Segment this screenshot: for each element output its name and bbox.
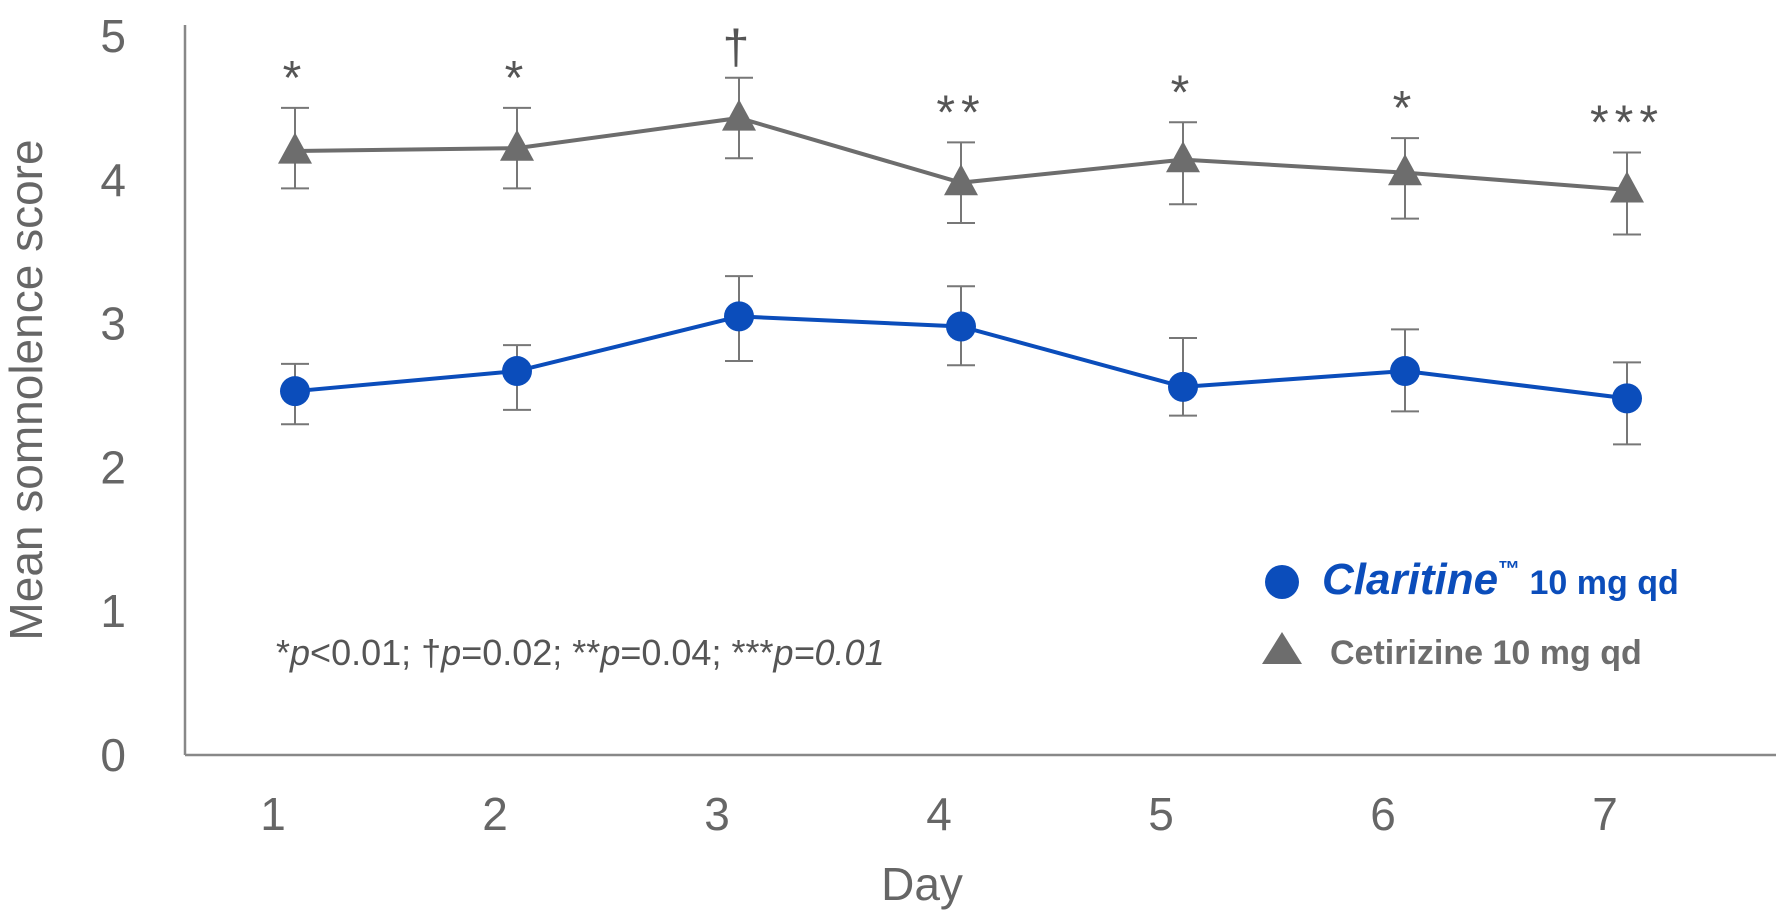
- x-tick-label: 6: [1370, 788, 1396, 840]
- y-axis-title: Mean somnolence score: [0, 139, 52, 640]
- footnote-part: <0.01;: [310, 632, 421, 673]
- legend-marker-triangle: [1262, 632, 1302, 664]
- x-tick-label: 4: [926, 788, 952, 840]
- data-point: [1612, 383, 1642, 414]
- legend-marker-circle: [1265, 565, 1299, 599]
- y-tick-label: 0: [100, 729, 126, 781]
- significance-footnote: *p<0.01; †p=0.02; **p=0.04; ***p=0.01: [276, 632, 885, 673]
- significance-mark: †: [723, 22, 756, 75]
- significance-mark: **: [936, 86, 985, 139]
- y-tick-label: 4: [100, 154, 126, 206]
- data-point: [1388, 154, 1422, 186]
- y-tick-label: 2: [100, 441, 126, 493]
- footnote-part: =0.04; ***: [620, 632, 773, 673]
- legend-label-claritine: Claritine™ 10 mg qd: [1322, 555, 1679, 604]
- significance-marks: * *†** * * ***: [283, 22, 1664, 150]
- footnote-part: †: [421, 632, 441, 673]
- data-point: [1166, 141, 1200, 173]
- x-tick-labels: 1 2 3 4 5 6 7: [260, 788, 1618, 840]
- series: [278, 76, 1644, 446]
- legend-trademark: ™: [1498, 556, 1520, 581]
- footnote-part: p=0.01: [772, 632, 884, 673]
- x-tick-label: 2: [482, 788, 508, 840]
- data-point: [280, 376, 310, 407]
- data-point: [278, 132, 312, 164]
- significance-mark: *: [1393, 82, 1418, 135]
- footnote-part: *: [276, 632, 290, 673]
- data-point: [722, 99, 756, 131]
- footnote-part: =0.02; **: [461, 632, 600, 673]
- footnote-part: p: [440, 632, 461, 673]
- series-cetirizine: [278, 76, 1644, 236]
- axes: [183, 25, 1776, 757]
- significance-mark: *: [283, 52, 308, 105]
- x-tick-label: 3: [704, 788, 730, 840]
- data-point: [944, 164, 978, 196]
- data-point: [1390, 356, 1420, 387]
- significance-mark: ***: [1590, 96, 1664, 149]
- footnote-part: p: [289, 632, 310, 673]
- data-point: [946, 311, 976, 342]
- data-point: [724, 301, 754, 332]
- series-claritine: [280, 275, 1642, 446]
- legend-brand-name: Claritine: [1322, 555, 1498, 604]
- y-tick-labels: 0 1 2 3 4 5: [100, 10, 126, 781]
- legend-item-cetirizine: Cetirizine 10 mg qd: [1262, 632, 1642, 672]
- significance-mark: *: [505, 52, 530, 105]
- x-tick-label: 1: [260, 788, 286, 840]
- x-tick-label: 7: [1592, 788, 1618, 840]
- legend-label-cetirizine: Cetirizine 10 mg qd: [1330, 634, 1642, 672]
- y-tick-label: 5: [100, 10, 126, 62]
- legend-item-claritine: Claritine™ 10 mg qd: [1265, 555, 1679, 604]
- y-tick-label: 3: [100, 298, 126, 350]
- legend: Claritine™ 10 mg qd Cetirizine 10 mg qd: [1262, 555, 1679, 672]
- data-point: [1168, 371, 1198, 402]
- y-tick-label: 1: [100, 585, 126, 637]
- data-point: [1610, 171, 1644, 203]
- x-axis-title: Day: [881, 858, 963, 910]
- x-tick-label: 5: [1148, 788, 1174, 840]
- significance-mark: *: [1171, 66, 1196, 119]
- legend-dose: 10 mg qd: [1520, 564, 1679, 602]
- footnote-part: p: [599, 632, 620, 673]
- data-point: [500, 129, 534, 161]
- data-point: [502, 356, 532, 387]
